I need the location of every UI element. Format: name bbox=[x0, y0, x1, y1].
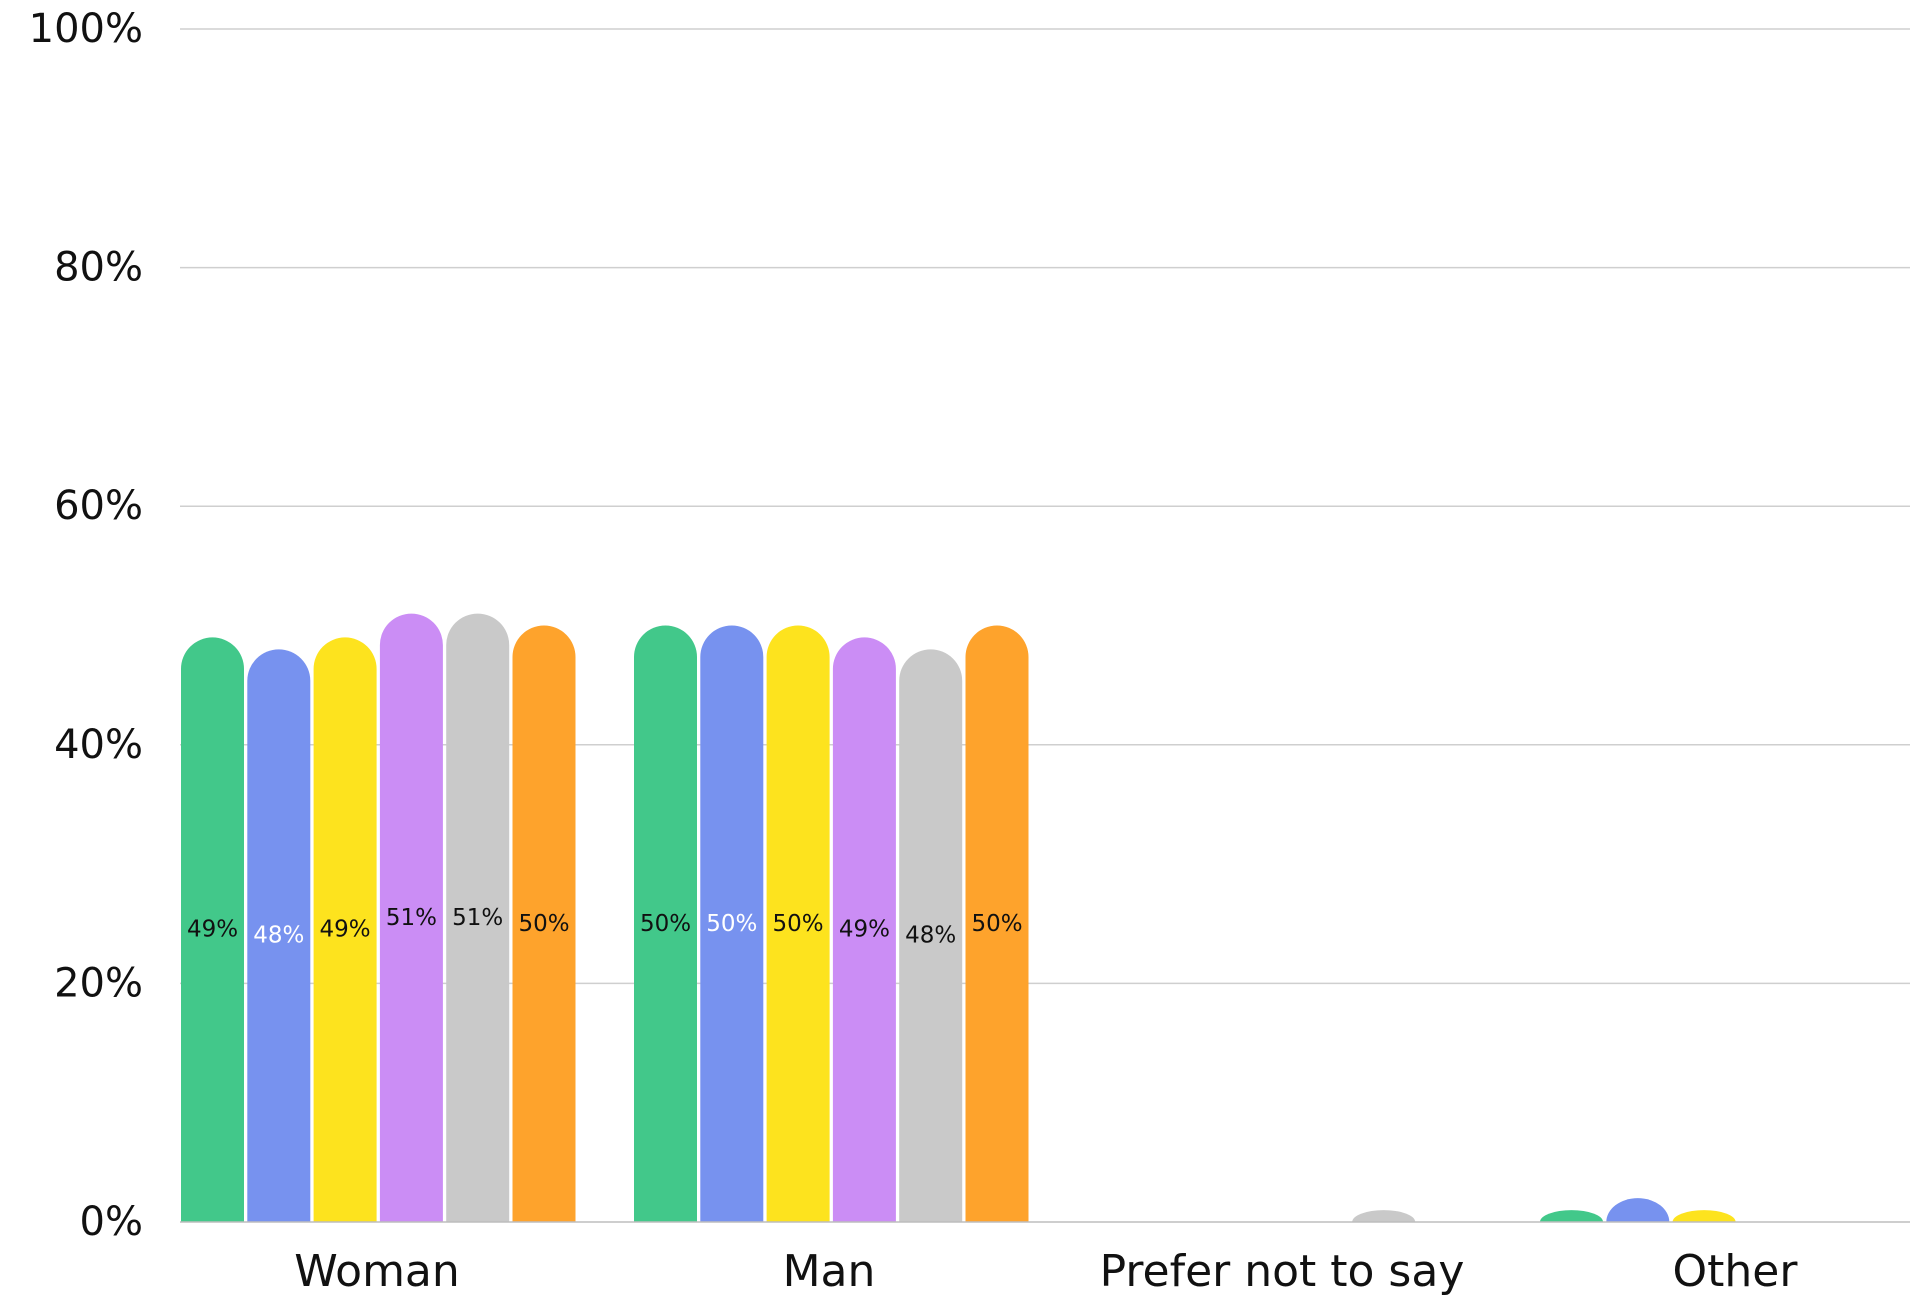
y-tick-label: 100% bbox=[29, 6, 143, 52]
x-category-label: Man bbox=[783, 1246, 876, 1297]
data-label: 48% bbox=[905, 923, 956, 949]
data-label: 50% bbox=[971, 911, 1022, 937]
bar bbox=[899, 649, 963, 1222]
bar bbox=[1606, 1198, 1670, 1222]
y-tick-label: 40% bbox=[54, 722, 143, 768]
y-tick-label: 60% bbox=[54, 483, 143, 529]
y-tick-label: 0% bbox=[80, 1199, 143, 1245]
bar bbox=[181, 637, 244, 1222]
y-tick-label: 20% bbox=[54, 960, 143, 1006]
bar bbox=[965, 625, 1029, 1222]
bar bbox=[512, 625, 576, 1222]
bar bbox=[1672, 1210, 1736, 1222]
x-category-label: Other bbox=[1673, 1246, 1799, 1297]
data-label: 51% bbox=[452, 905, 503, 931]
data-label: 49% bbox=[839, 917, 890, 943]
data-label: 49% bbox=[187, 917, 238, 943]
bar bbox=[247, 649, 311, 1222]
bar bbox=[634, 625, 697, 1222]
bar bbox=[446, 613, 510, 1222]
bar bbox=[832, 637, 896, 1222]
bar bbox=[766, 625, 830, 1222]
y-tick-label: 80% bbox=[54, 245, 143, 291]
bar bbox=[1352, 1210, 1416, 1222]
data-label: 50% bbox=[640, 911, 691, 937]
bar bbox=[379, 613, 443, 1222]
bar bbox=[700, 625, 764, 1222]
data-label: 49% bbox=[320, 917, 371, 943]
data-label: 51% bbox=[386, 905, 437, 931]
data-label: 50% bbox=[706, 911, 757, 937]
data-label: 48% bbox=[253, 923, 304, 949]
x-category-label: Prefer not to say bbox=[1100, 1246, 1465, 1297]
data-label: 50% bbox=[773, 911, 824, 937]
bar bbox=[313, 637, 377, 1222]
bar bbox=[1540, 1210, 1603, 1222]
data-label: 50% bbox=[518, 911, 569, 937]
x-category-label: Woman bbox=[294, 1246, 460, 1297]
